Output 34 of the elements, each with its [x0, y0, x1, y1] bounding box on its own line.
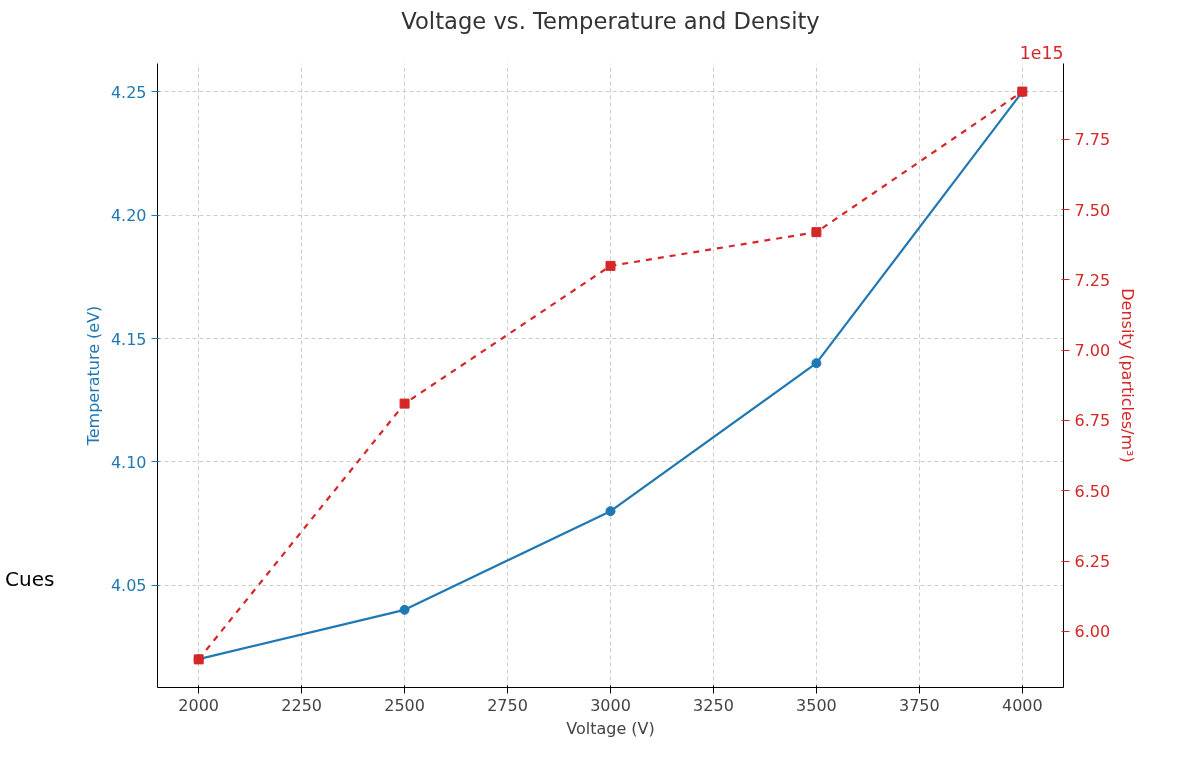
y2-tick-label: 7.25: [1074, 270, 1111, 290]
x-tick-label: 3500: [796, 695, 837, 715]
chart-title: Voltage vs. Temperature and Density: [401, 7, 820, 34]
y2-axis-title: Density (particles/m³): [1118, 288, 1138, 463]
x-tick-label: 2000: [178, 695, 220, 715]
y-tick-label: 4.25: [110, 82, 147, 102]
y2-tick-label: 6.25: [1074, 552, 1111, 572]
x-tick-label: 3000: [590, 695, 631, 715]
x-tick-label: 3750: [899, 695, 940, 715]
point: [399, 398, 410, 409]
y2-tick-label: 7.50: [1074, 200, 1111, 220]
point: [605, 506, 616, 517]
y-axis-title: Temperature (eV): [83, 305, 103, 447]
point: [605, 260, 616, 271]
y-tick-label: 4.15: [110, 329, 147, 349]
y2-tick-label: 6.00: [1074, 622, 1111, 642]
point: [811, 358, 822, 369]
point: [399, 604, 410, 615]
y-tick-label: 4.20: [110, 206, 147, 226]
y-tick-label: 4.10: [110, 452, 147, 472]
x-tick-label: 2750: [487, 695, 528, 715]
point: [811, 227, 822, 238]
y2-tick-label: 6.50: [1074, 481, 1111, 501]
text: 1e15: [1019, 42, 1064, 63]
y-tick-label: 4.05: [110, 576, 147, 596]
text: Cues: [5, 566, 55, 593]
y2-tick-label: 7.00: [1074, 341, 1111, 361]
x-axis-title: Voltage (V): [566, 718, 655, 738]
x-tick-label: 2250: [281, 695, 322, 715]
x-tick-label: 4000: [1001, 695, 1043, 715]
y2-tick-label: 7.75: [1074, 130, 1111, 150]
x-tick-label: 3250: [693, 695, 734, 715]
x-tick-label: 2500: [384, 695, 425, 715]
y2-tick-label: 6.75: [1074, 411, 1111, 431]
